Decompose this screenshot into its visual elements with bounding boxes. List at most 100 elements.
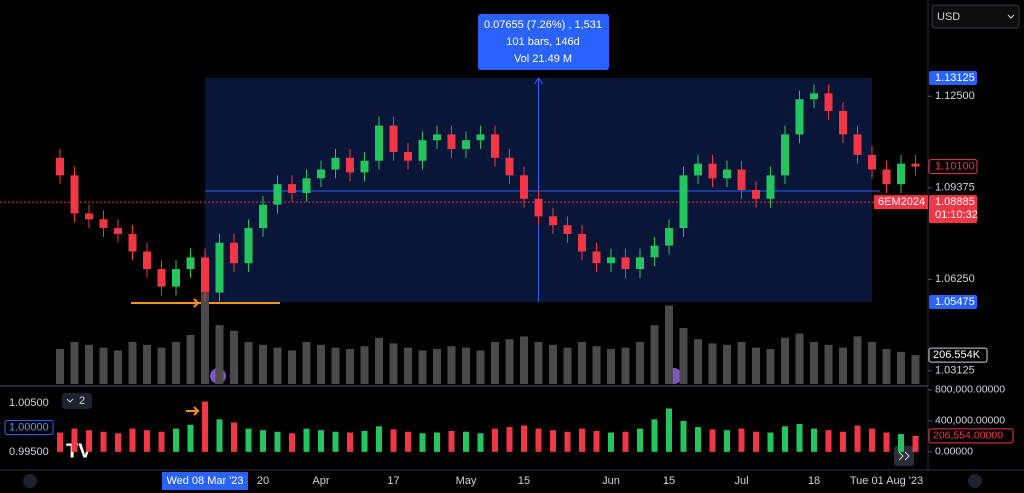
indicator-bar: [535, 428, 542, 452]
candle-body: [505, 157, 514, 176]
indicator-last-label: 206,554.00000: [933, 430, 1003, 442]
volume-bar: [404, 347, 412, 384]
candle-body: [650, 245, 659, 258]
x-tick-label: May: [456, 475, 477, 487]
volume-bar: [824, 344, 833, 384]
volume-bar: [810, 342, 818, 384]
candle-body: [157, 269, 166, 287]
x-tick-label: 20: [257, 475, 269, 487]
candle-body: [288, 184, 296, 193]
indicator-count[interactable]: 2: [79, 395, 85, 407]
indicator-tick-label: 800,000.00000: [935, 384, 1005, 396]
settle-price-bg: [929, 195, 977, 224]
candle-body: [418, 140, 427, 161]
measure-tooltip-line: 0.07655 (7.26%) , 1,531: [484, 19, 602, 31]
indicator-bar: [245, 428, 252, 452]
candle-body: [520, 175, 528, 199]
measure-tooltip-line: 101 bars, 146d: [506, 36, 579, 48]
x-tick-label: Jun: [602, 475, 620, 487]
indicator-bar: [405, 431, 411, 452]
indicator-bar: [173, 428, 179, 452]
indicator-bar: [86, 430, 92, 452]
y-tick-label: 1.09375: [935, 182, 975, 194]
candle-body: [766, 175, 775, 199]
candle-body: [636, 257, 644, 270]
candle-body: [99, 219, 108, 229]
indicator-bar: [260, 430, 266, 452]
candle-body: [824, 93, 833, 111]
indicator-bar: [695, 427, 701, 452]
volume-bar: [447, 346, 456, 384]
volume-bar: [360, 346, 369, 384]
candle-body: [491, 134, 499, 158]
indicator-bar: [854, 425, 861, 452]
volume-bar: [215, 325, 224, 384]
volume-bar: [549, 344, 557, 384]
volume-bar: [766, 349, 775, 384]
candle-body: [592, 251, 601, 264]
volume-bar: [752, 347, 760, 384]
volume-bar: [230, 330, 238, 384]
auto-scale-button[interactable]: [968, 474, 982, 488]
indicator-bar: [303, 428, 310, 452]
highlight-price: 1.13125: [935, 72, 975, 84]
arrow-marker: [186, 298, 200, 308]
volume-bar: [621, 347, 630, 384]
indicator-bar: [550, 430, 556, 452]
candle-body: [853, 134, 862, 155]
volume-bar: [186, 335, 195, 384]
candle-body: [476, 134, 485, 141]
volume-bar: [723, 344, 731, 384]
last-price-label: 1.10100: [935, 160, 975, 172]
indicator-left-label: 1.00500: [9, 397, 49, 409]
x-tick-label: Jul: [734, 475, 748, 487]
indicator-bar: [347, 432, 353, 452]
indicator-bar: [811, 428, 817, 452]
indicator-bar: [187, 424, 194, 452]
candle-body: [85, 213, 93, 220]
currency-label[interactable]: USD: [937, 11, 960, 23]
candle-body: [114, 228, 122, 234]
indicator-bar: [463, 431, 469, 452]
indicator-bar: [158, 431, 165, 452]
x-tick-label: 15: [663, 475, 675, 487]
volume-bar: [505, 339, 514, 384]
indicator-bar: [332, 431, 339, 452]
volume-label: 206.554K: [933, 349, 981, 361]
measure-arrowhead: [534, 77, 543, 85]
volume-bar: [694, 339, 702, 384]
indicator-bar: [898, 434, 904, 452]
candle-body: [578, 233, 586, 252]
candle-body: [346, 157, 354, 173]
zoom-button[interactable]: [23, 474, 37, 488]
indicator-left-label: 0.99500: [9, 446, 49, 458]
volume-bar: [273, 347, 282, 384]
volume-bar: [201, 293, 209, 384]
x-tick-label: Tue 01 Aug '23: [850, 475, 923, 487]
volume-bar: [85, 344, 93, 384]
indicator-bar: [637, 428, 643, 452]
indicator-bar: [100, 431, 107, 452]
volume-bar: [157, 347, 166, 384]
candle-body: [375, 125, 383, 161]
scroll-icon: [898, 451, 910, 461]
indicator-bar: [376, 426, 382, 452]
indicator-bar: [767, 432, 774, 452]
y-tick-label: 1.12500: [935, 90, 975, 102]
indicator-bar: [390, 429, 397, 452]
volume-bar: [56, 349, 64, 384]
indicator-toggle[interactable]: [62, 393, 92, 409]
candle-body: [447, 134, 456, 150]
volume-bar: [650, 325, 659, 384]
candle-body: [143, 251, 151, 270]
indicator-bar: [593, 430, 600, 452]
indicator-bar: [796, 423, 803, 452]
indicator-last-bg: [928, 428, 1014, 444]
candle-body: [868, 154, 876, 170]
candle-body: [186, 257, 195, 270]
volume-bar: [897, 351, 905, 384]
volume-bar: [520, 336, 528, 384]
currency-dropdown[interactable]: [931, 4, 1020, 29]
